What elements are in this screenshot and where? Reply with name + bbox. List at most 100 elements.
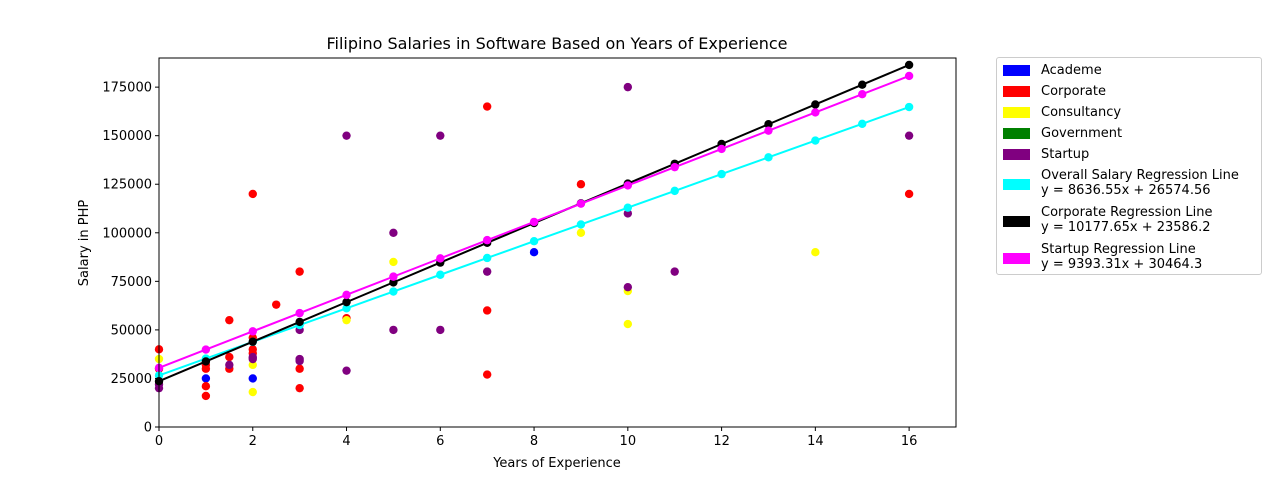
corporate-point [201,382,211,391]
startup-point [670,267,679,276]
corporate-point [295,364,304,373]
overall-salary-regression-line-point [576,220,586,229]
legend-item-corporate-regression-line: Corporate Regression Line y = 10177.65x +… [997,205,1261,238]
axes: 0 2 4 6 8 10 12 14 16 0 25000 50000 75000 100000 12500… [102,81,917,449]
startup-regression-line-point [295,308,304,318]
y-tick-label: 25000 [111,372,152,387]
startup-regression-line-point [529,217,539,227]
legend-swatch [1003,149,1030,160]
startup-point [295,356,304,366]
legend-item-government: Government [997,126,1261,147]
startup-point [436,325,445,335]
consultancy-point [248,387,257,397]
corporate-regression-line-point [295,317,304,327]
overall-salary-regression-line-point [482,253,492,263]
corporate-point [272,300,281,309]
startup-regression-line-point [717,144,726,154]
x-tick-label: 16 [901,434,918,449]
legend-swatch [1003,107,1030,118]
x-tick-label: 10 [620,434,637,449]
x-tick-label: 12 [713,434,730,449]
startup-point [225,360,234,370]
legend-swatch [1003,253,1030,264]
startup-point [342,131,351,140]
legend-label: Consultancy [1041,105,1122,120]
y-axis-label: Salary in PHP [77,200,92,287]
corporate-point [482,102,492,111]
overall-salary-regression-line-point [342,304,351,313]
legend-label: Academe [1041,63,1102,78]
startup-regression-line-point [576,199,586,208]
legend-swatch [1003,216,1030,227]
overall-salary-regression-line-point [811,136,820,145]
startup-regression-line-point [342,290,351,300]
corporate-point [904,189,914,199]
startup-point [436,131,445,140]
startup-regression-line-point [436,254,445,263]
legend-swatch [1003,86,1030,97]
corporate-point [225,352,234,362]
corporate-regression-line-point [811,100,820,109]
x-tick-label: 14 [807,434,824,449]
overall-salary-regression-line-point [529,237,539,246]
legend-label: Corporate Regression Line y = 10177.65x +… [1041,205,1213,235]
startup-point [623,282,633,292]
y-tick-label: 50000 [111,323,152,338]
overall-salary-regression-line-point [436,270,445,279]
consultancy-point [811,248,820,257]
y-tick-label: 0 [144,421,152,436]
legend-swatch [1003,65,1030,76]
startup-point [623,82,633,92]
legend-label: Startup [1041,147,1090,162]
consultancy-point [623,319,633,329]
corporate-point [482,370,492,379]
consultancy-point [342,315,351,325]
startup-point [389,228,398,237]
corporate-point [295,383,304,393]
corporate-point [482,306,492,315]
corporate-point [225,315,234,325]
corporate-regression-line-point [389,278,398,287]
legend-equation: y = 10177.65x + 23586.2 [1041,220,1211,235]
legend-label: Overall Salary Regression Line y = 8636.5… [1041,168,1239,198]
legend-equation: y = 9393.31x + 30464.3 [1041,257,1203,272]
startup-regression-line-point [904,71,914,81]
academe-point [248,374,257,383]
startup-regression-line-point [858,89,867,99]
corporate-regression-line-point [342,297,351,307]
corporate-regression-line-point [858,80,867,89]
startup-point [904,131,914,140]
x-axis-label: Years of Experience [492,456,621,471]
startup-regression-line-point [623,181,633,190]
startup-regression-line-point [670,162,679,172]
overall-salary-regression-line-point [389,287,398,296]
consultancy-point [389,257,398,267]
legend-item-academe: Academe [997,63,1261,84]
y-tick-label: 175000 [102,81,152,96]
legend-item-corporate: Corporate [997,84,1261,105]
legend-swatch [1003,128,1030,139]
overall-salary-regression-line-point [764,153,773,162]
legend-label: Startup Regression Line y = 9393.31x + 30… [1041,242,1203,272]
startup-regression-line-point [201,345,211,354]
corporate-point [576,180,586,189]
startup-point [389,325,398,335]
consultancy-point [576,228,586,237]
startup-point [342,366,351,375]
chart-marks [154,60,914,401]
overall-salary-regression-line-point [904,102,914,112]
legend-item-startup: Startup [997,147,1261,168]
x-tick-label: 8 [530,434,538,449]
corporate-point [201,364,211,373]
academe-point [201,374,211,383]
corporate-regression-line-point [201,357,211,366]
startup-regression-line-point [248,327,257,336]
corporate-regression-line-point [904,60,914,70]
overall-salary-regression-line-point [623,203,633,212]
legend-swatch [1003,179,1030,190]
x-tick-label: 0 [155,434,163,449]
chart-legend: Academe Corporate Consultancy Government Sta… [996,57,1262,275]
startup-regression-line-point [482,235,492,245]
plot-frame [158,57,957,428]
legend-label: Corporate [1041,84,1106,99]
